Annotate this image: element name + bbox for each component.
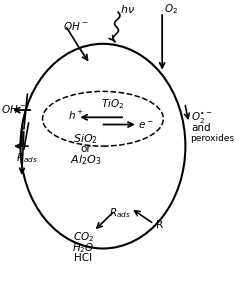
Text: $OH^-$: $OH^-$ <box>63 19 89 32</box>
Text: $TiO_2$: $TiO_2$ <box>101 97 124 111</box>
Text: $e^-$: $e^-$ <box>139 120 154 131</box>
Text: peroxides: peroxides <box>190 134 234 143</box>
Text: and: and <box>191 123 211 133</box>
Text: $H_2O$: $H_2O$ <box>72 241 95 255</box>
Text: $CO_2$: $CO_2$ <box>73 230 94 244</box>
Text: R: R <box>156 221 164 230</box>
Text: $h\nu$: $h\nu$ <box>120 3 135 15</box>
Text: $SiO_2$: $SiO_2$ <box>73 132 98 146</box>
Text: HCl: HCl <box>74 253 92 263</box>
Text: $h^+$: $h^+$ <box>68 109 84 122</box>
Text: $O_2$: $O_2$ <box>165 2 179 16</box>
Text: or: or <box>80 144 91 154</box>
Text: $O_2^{\bullet-}$: $O_2^{\bullet-}$ <box>191 110 213 125</box>
Text: $Al_2O_3$: $Al_2O_3$ <box>70 153 101 167</box>
Text: $R_{ads}$: $R_{ads}$ <box>16 151 38 165</box>
Text: $OH^-$: $OH^-$ <box>1 103 26 115</box>
Text: $R_{ads}$: $R_{ads}$ <box>109 206 131 220</box>
